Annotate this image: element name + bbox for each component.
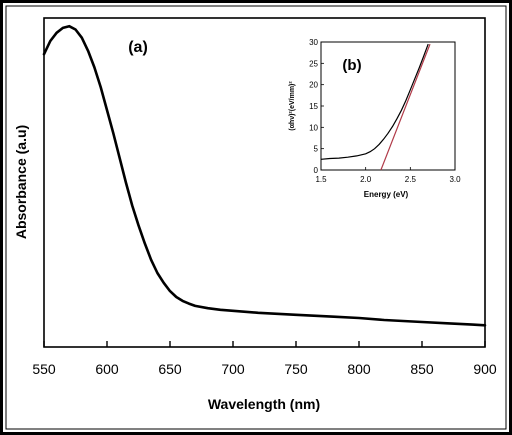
inset-x-tick-label: 1.5: [315, 175, 327, 184]
main-x-tick-label: 600: [95, 361, 119, 377]
main-x-tick-label: 900: [473, 361, 497, 377]
main-x-tick-label: 850: [410, 361, 434, 377]
main-x-tick-label: 650: [158, 361, 182, 377]
inset-x-tick-labels: 1.5 2.0 2.5 3.0: [315, 175, 461, 184]
inner-frame: [5, 5, 507, 430]
inset-y-tick-label: 15: [309, 102, 318, 111]
main-x-tick-label: 750: [284, 361, 308, 377]
main-x-tick-label: 800: [347, 361, 371, 377]
inset-y-tick-label: 5: [314, 145, 319, 154]
inset-plot-frame: [320, 41, 456, 171]
panel-label-b: (b): [342, 57, 361, 74]
inset-y-tick-label: 0: [314, 166, 319, 175]
main-x-tick-label: 550: [32, 361, 56, 377]
inset-x-tick-label: 2.0: [360, 175, 372, 184]
inset-plot: 1.5 2.0 2.5 3.0 0 5 10 15 20 25 30 (b) Energy (eV…: [289, 38, 461, 199]
main-x-ticks: [43, 341, 486, 347]
inset-y-tick-label: 10: [309, 123, 318, 132]
main-x-tick-labels: 550 600 650 700 750 800 850 900: [32, 361, 497, 377]
inset-fit-line: [380, 43, 431, 171]
inset-y-tick-label: 25: [309, 59, 318, 68]
inset-x-ticks: [320, 167, 456, 170]
main-y-axis-label: Absorbance (a.u): [13, 125, 29, 239]
inset-y-tick-label: 30: [309, 38, 318, 47]
inset-y-ticks: [321, 41, 324, 171]
inset-curve-line: [320, 43, 429, 160]
inset-x-tick-label: 3.0: [449, 175, 461, 184]
main-plot: 550 600 650 700 750 800 850 900 (a) Wavelength …: [13, 17, 497, 412]
absorbance-series-line: [42, 24, 487, 327]
main-x-tick-label: 700: [221, 361, 245, 377]
main-plot-frame: [43, 17, 486, 348]
inset-x-tick-label: 2.5: [405, 175, 417, 184]
inset-x-axis-label: Energy (eV): [364, 190, 409, 199]
inset-y-tick-labels: 0 5 10 15 20 25 30: [309, 38, 318, 175]
inset-y-tick-label: 20: [309, 81, 318, 90]
panel-label-a: (a): [128, 39, 148, 56]
inset-y-axis-label: (αhν)²(eV/mm)²: [289, 81, 296, 131]
main-x-axis-label: Wavelength (nm): [208, 396, 320, 412]
